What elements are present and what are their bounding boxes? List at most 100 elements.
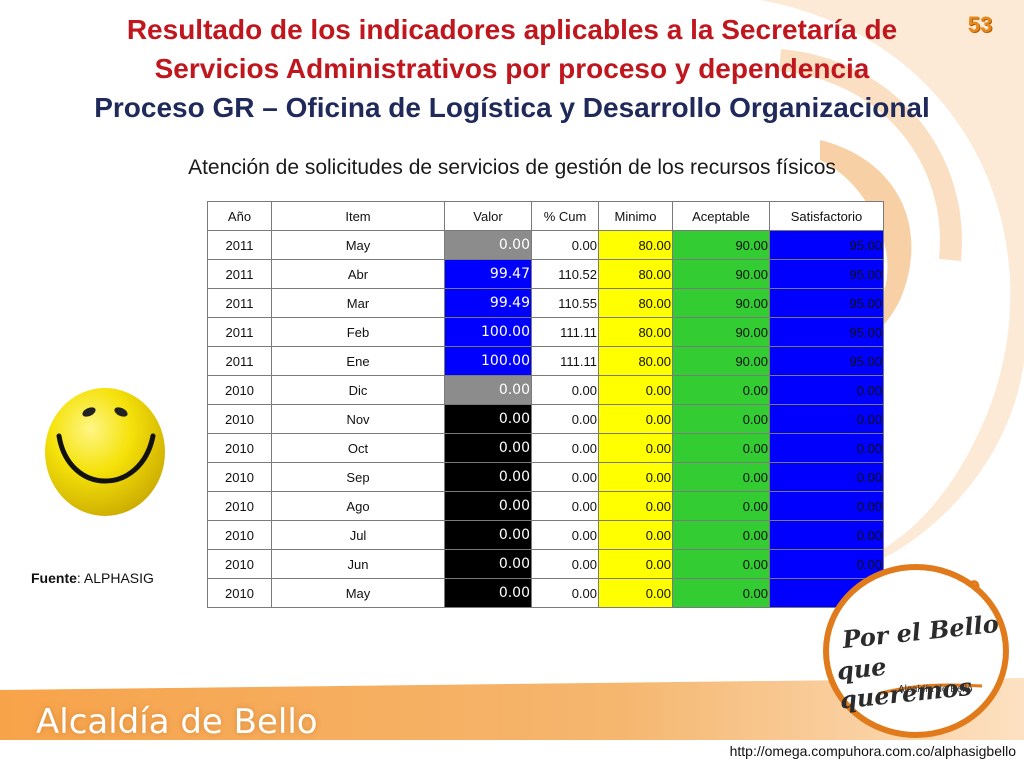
header-satisfactorio: Satisfactorio	[769, 201, 884, 231]
cell-cum: 0.00	[531, 491, 599, 521]
cell-valor: 100.00	[444, 346, 532, 376]
cell-year: 2010	[207, 404, 272, 434]
cell-aceptable: 90.00	[672, 288, 770, 318]
cell-cum: 0.00	[531, 375, 599, 405]
cell-item: Jun	[271, 549, 445, 579]
cell-cum: 111.11	[531, 346, 599, 376]
cell-minimo: 80.00	[598, 230, 673, 260]
cell-year: 2011	[207, 346, 272, 376]
cell-item: Abr	[271, 259, 445, 289]
cell-minimo: 0.00	[598, 433, 673, 463]
smiley-face-icon	[37, 384, 173, 520]
cell-satisfactorio: 0.00	[769, 520, 884, 550]
cell-year: 2010	[207, 520, 272, 550]
cell-satisfactorio: 0.00	[769, 491, 884, 521]
cell-cum: 0.00	[531, 230, 599, 260]
cell-minimo: 0.00	[598, 491, 673, 521]
source-note: Fuente: ALPHASIG	[31, 570, 154, 586]
cell-valor: 0.00	[444, 520, 532, 550]
cell-year: 2011	[207, 259, 272, 289]
header-year: Año	[207, 201, 272, 231]
table-caption: Atención de solicitudes de servicios de …	[188, 156, 836, 179]
header-item: Item	[271, 201, 445, 231]
slide-title-line-2: Servicios Administrativos por proceso y …	[154, 53, 870, 84]
cell-year: 2010	[207, 433, 272, 463]
cell-valor: 99.47	[444, 259, 532, 289]
cell-item: Dic	[271, 375, 445, 405]
cell-minimo: 0.00	[598, 375, 673, 405]
table-row: 2010 Nov 0.00 0.00 0.00 0.00 0.00	[207, 404, 884, 434]
table-row: 2010 Jul 0.00 0.00 0.00 0.00 0.00	[207, 520, 884, 550]
cell-cum: 0.00	[531, 520, 599, 550]
cell-valor: 0.00	[444, 578, 532, 608]
cell-aceptable: 90.00	[672, 346, 770, 376]
cell-year: 2011	[207, 288, 272, 318]
cell-item: Mar	[271, 288, 445, 318]
table-header-row: Año Item Valor % Cum Minimo Aceptable Sa…	[207, 201, 884, 231]
cell-aceptable: 0.00	[672, 462, 770, 492]
cell-cum: 0.00	[531, 404, 599, 434]
header-aceptable: Aceptable	[672, 201, 770, 231]
cell-aceptable: 0.00	[672, 404, 770, 434]
table-row: 2011 Mar 99.49 110.55 80.00 90.00 95.00	[207, 288, 884, 318]
slide-title-line-3: Proceso GR – Oficina de Logística y Desa…	[94, 92, 930, 123]
header-cum: % Cum	[531, 201, 599, 231]
cell-valor: 0.00	[444, 375, 532, 405]
cell-item: Ene	[271, 346, 445, 376]
cell-minimo: 0.00	[598, 520, 673, 550]
cell-item: Sep	[271, 462, 445, 492]
source-url-link[interactable]: http://omega.compuhora.com.co/alphasigbe…	[729, 743, 1016, 759]
cell-minimo: 0.00	[598, 578, 673, 608]
table-row: 2010 Oct 0.00 0.00 0.00 0.00 0.00	[207, 433, 884, 463]
por-el-bello-logo	[823, 564, 1009, 738]
cell-satisfactorio: 0.00	[769, 433, 884, 463]
header-minimo: Minimo	[598, 201, 673, 231]
cell-year: 2011	[207, 230, 272, 260]
cell-item: Jul	[271, 520, 445, 550]
cell-year: 2010	[207, 578, 272, 608]
table-row: 2010 Ago 0.00 0.00 0.00 0.00 0.00	[207, 491, 884, 521]
table-row: 2010 Jun 0.00 0.00 0.00 0.00 0.00	[207, 549, 884, 579]
cell-satisfactorio: 95.00	[769, 346, 884, 376]
slide-title-line-1: Resultado de los indicadores aplicables …	[126, 14, 898, 45]
cell-aceptable: 90.00	[672, 317, 770, 347]
cell-satisfactorio: 95.00	[769, 259, 884, 289]
indicator-table: Año Item Valor % Cum Minimo Aceptable Sa…	[207, 201, 884, 608]
cell-year: 2011	[207, 317, 272, 347]
table-row: 2010 Sep 0.00 0.00 0.00 0.00 0.00	[207, 462, 884, 492]
cell-aceptable: 0.00	[672, 549, 770, 579]
cell-minimo: 0.00	[598, 404, 673, 434]
cell-valor: 0.00	[444, 404, 532, 434]
brand-name: Alcaldía de Bello	[36, 702, 318, 742]
cell-aceptable: 0.00	[672, 520, 770, 550]
cell-valor: 0.00	[444, 230, 532, 260]
table-row: 2011 Ene 100.00 111.11 80.00 90.00 95.00	[207, 346, 884, 376]
cell-valor: 99.49	[444, 288, 532, 318]
header-valor: Valor	[444, 201, 532, 231]
cell-cum: 0.00	[531, 578, 599, 608]
table-row: 2011 Feb 100.00 111.11 80.00 90.00 95.00	[207, 317, 884, 347]
cell-valor: 0.00	[444, 549, 532, 579]
cell-minimo: 0.00	[598, 462, 673, 492]
cell-satisfactorio: 95.00	[769, 230, 884, 260]
cell-cum: 110.52	[531, 259, 599, 289]
cell-year: 2010	[207, 375, 272, 405]
table-row: 2011 Abr 99.47 110.52 80.00 90.00 95.00	[207, 259, 884, 289]
cell-cum: 110.55	[531, 288, 599, 318]
cell-aceptable: 90.00	[672, 259, 770, 289]
cell-satisfactorio: 0.00	[769, 549, 884, 579]
cell-valor: 0.00	[444, 491, 532, 521]
cell-aceptable: 90.00	[672, 230, 770, 260]
cell-minimo: 80.00	[598, 288, 673, 318]
source-value: : ALPHASIG	[76, 570, 154, 586]
cell-satisfactorio: 0.00	[769, 404, 884, 434]
cell-year: 2010	[207, 462, 272, 492]
cell-minimo: 0.00	[598, 549, 673, 579]
table-row: 2011 May 0.00 0.00 80.00 90.00 95.00	[207, 230, 884, 260]
cell-minimo: 80.00	[598, 259, 673, 289]
cell-cum: 0.00	[531, 462, 599, 492]
page-number: 53	[967, 12, 993, 37]
cell-aceptable: 0.00	[672, 491, 770, 521]
cell-item: Oct	[271, 433, 445, 463]
